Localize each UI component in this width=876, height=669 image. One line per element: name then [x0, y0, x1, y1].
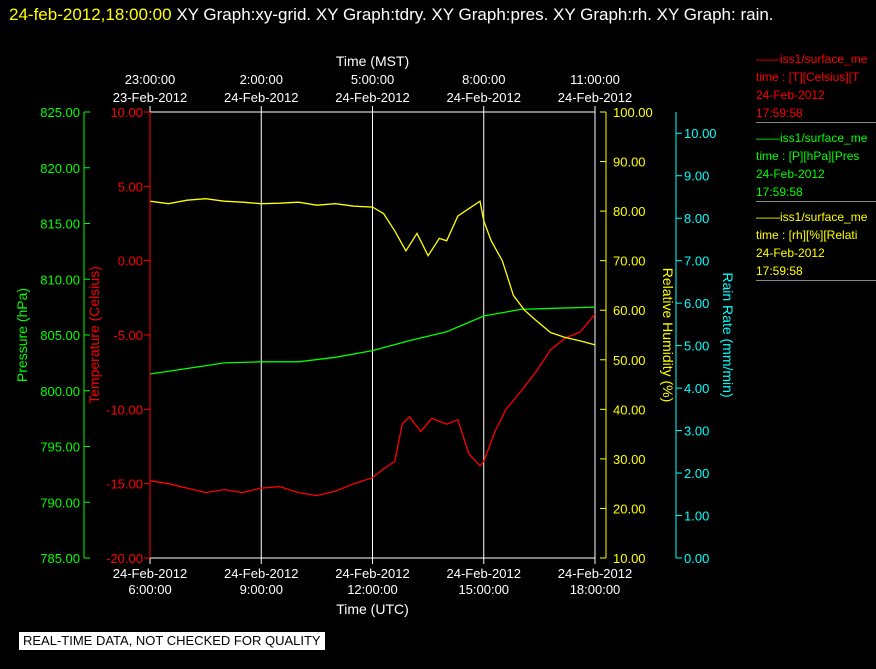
- rain-tick-label: 0.00: [684, 551, 709, 566]
- rain-tick-label: 5.00: [684, 339, 709, 354]
- x-tick-label-date: 24-Feb-2012: [335, 566, 409, 581]
- quality-disclaimer: REAL-TIME DATA, NOT CHECKED FOR QUALITY: [19, 632, 325, 650]
- x-tick-label-date: 24-Feb-2012: [113, 566, 187, 581]
- legend-variable: time : [T][Celsius][T: [756, 70, 860, 84]
- pressure-tick-label: 790.00: [40, 495, 80, 510]
- top-axis-title: Time (MST): [336, 53, 409, 69]
- temperature-tick-label: 5.00: [118, 179, 143, 194]
- x-tick-label-time: 12:00:00: [347, 582, 398, 597]
- temperature-tick-label: 10.00: [110, 105, 143, 120]
- humidity-tick-label: 80.00: [613, 204, 646, 219]
- top-tick-label-time: 2:00:00: [240, 72, 283, 87]
- pressure-tick-label: 825.00: [40, 105, 80, 120]
- legend-entry-temperature[interactable]: ——iss1/surface_me time : [T][Celsius][T …: [756, 50, 876, 123]
- pressure-tick-label: 785.00: [40, 551, 80, 566]
- humidity-tick-label: 60.00: [613, 303, 646, 318]
- graph-list: XY Graph:xy-grid. XY Graph:tdry. XY Grap…: [176, 5, 736, 24]
- humidity-tick-label: 30.00: [613, 452, 646, 467]
- pressure-tick-label: 800.00: [40, 384, 80, 399]
- humidity-tick-label: 50.00: [613, 353, 646, 368]
- humidity-tick-label: 10.00: [613, 551, 646, 566]
- rain-tick-label: 7.00: [684, 254, 709, 269]
- x-tick-label-date: 24-Feb-2012: [558, 566, 632, 581]
- pressure-tick-label: 815.00: [40, 217, 80, 232]
- series-line-temperature: [149, 313, 596, 497]
- x-axis-title: Time (UTC): [336, 601, 409, 617]
- pressure-tick-label: 820.00: [40, 161, 80, 176]
- legend: ——iss1/surface_me time : [T][Celsius][T …: [756, 50, 876, 287]
- x-tick-label-time: 9:00:00: [240, 582, 283, 597]
- rain-tick-label: 10.00: [684, 126, 717, 141]
- graph-list-continued: rain.: [740, 5, 774, 24]
- top-tick-label-date: 24-Feb-2012: [335, 90, 409, 105]
- rain-tick-label: 1.00: [684, 509, 709, 524]
- legend-source: ——iss1/surface_me: [756, 52, 868, 66]
- temperature-tick-label: 0.00: [118, 254, 143, 269]
- x-tick-label-date: 24-Feb-2012: [447, 566, 521, 581]
- legend-date: 24-Feb-2012: [756, 88, 825, 102]
- pressure-tick-label: 810.00: [40, 272, 80, 287]
- axes-layer: 24-Feb-20126:00:0024-Feb-20129:00:0024-F…: [14, 53, 736, 617]
- pressure-tick-label: 805.00: [40, 328, 80, 343]
- series-line-pressure: [149, 306, 596, 375]
- temperature-tick-label: -15.00: [106, 477, 143, 492]
- top-tick-label-time: 23:00:00: [125, 72, 176, 87]
- humidity-tick-label: 90.00: [613, 155, 646, 170]
- legend-date: 24-Feb-2012: [756, 167, 825, 181]
- series-line-relative-humidity: [149, 198, 596, 346]
- top-tick-label-time: 11:00:00: [570, 72, 620, 87]
- legend-variable: time : [P][hPa][Pres: [756, 149, 860, 163]
- humidity-tick-label: 100.00: [613, 105, 653, 120]
- humidity-tick-label: 40.00: [613, 402, 646, 417]
- rain-tick-label: 3.00: [684, 424, 709, 439]
- rain-tick-label: 2.00: [684, 466, 709, 481]
- temperature-axis-title: Temperature (Celsius): [86, 266, 102, 404]
- legend-time: 17:59:58: [756, 185, 803, 199]
- legend-time: 17:59:58: [756, 106, 803, 120]
- pressure-axis-title: Pressure (hPa): [14, 288, 30, 382]
- temperature-tick-label: -5.00: [113, 328, 143, 343]
- rain-tick-label: 6.00: [684, 296, 709, 311]
- rain-tick-label: 9.00: [684, 169, 709, 184]
- series-layer: [149, 198, 596, 497]
- humidity-tick-label: 20.00: [613, 501, 646, 516]
- rain-axis-title: Rain Rate (mm/min): [720, 272, 736, 397]
- pressure-tick-label: 795.00: [40, 440, 80, 455]
- legend-source: ——iss1/surface_me: [756, 131, 868, 145]
- legend-entry-humidity[interactable]: ——iss1/surface_me time : [rh][%][Relati …: [756, 208, 876, 281]
- top-tick-label-time: 8:00:00: [462, 72, 505, 87]
- legend-time: 17:59:58: [756, 264, 803, 278]
- top-tick-label-date: 23-Feb-2012: [113, 90, 187, 105]
- timestamp: 24-feb-2012,18:00:00: [9, 5, 172, 24]
- top-tick-label-time: 5:00:00: [351, 72, 394, 87]
- temperature-tick-label: -10.00: [106, 402, 143, 417]
- humidity-axis-title: Relative Humidity (%): [660, 268, 676, 403]
- graph-title: 24-feb-2012,18:00:00 XY Graph:xy-grid. X…: [9, 2, 869, 28]
- legend-variable: time : [rh][%][Relati: [756, 228, 858, 242]
- top-tick-label-date: 24-Feb-2012: [447, 90, 521, 105]
- temperature-tick-label: -20.00: [106, 551, 143, 566]
- x-tick-label-time: 15:00:00: [458, 582, 509, 597]
- x-tick-label-date: 24-Feb-2012: [224, 566, 298, 581]
- rain-tick-label: 8.00: [684, 211, 709, 226]
- x-tick-label-time: 6:00:00: [128, 582, 171, 597]
- rain-tick-label: 4.00: [684, 381, 709, 396]
- humidity-tick-label: 70.00: [613, 254, 646, 269]
- legend-entry-pressure[interactable]: ——iss1/surface_me time : [P][hPa][Pres 2…: [756, 129, 876, 202]
- legend-source: ——iss1/surface_me: [756, 210, 868, 224]
- top-tick-label-date: 24-Feb-2012: [558, 90, 632, 105]
- top-tick-label-date: 24-Feb-2012: [224, 90, 298, 105]
- x-tick-label-time: 18:00:00: [570, 582, 621, 597]
- legend-date: 24-Feb-2012: [756, 246, 825, 260]
